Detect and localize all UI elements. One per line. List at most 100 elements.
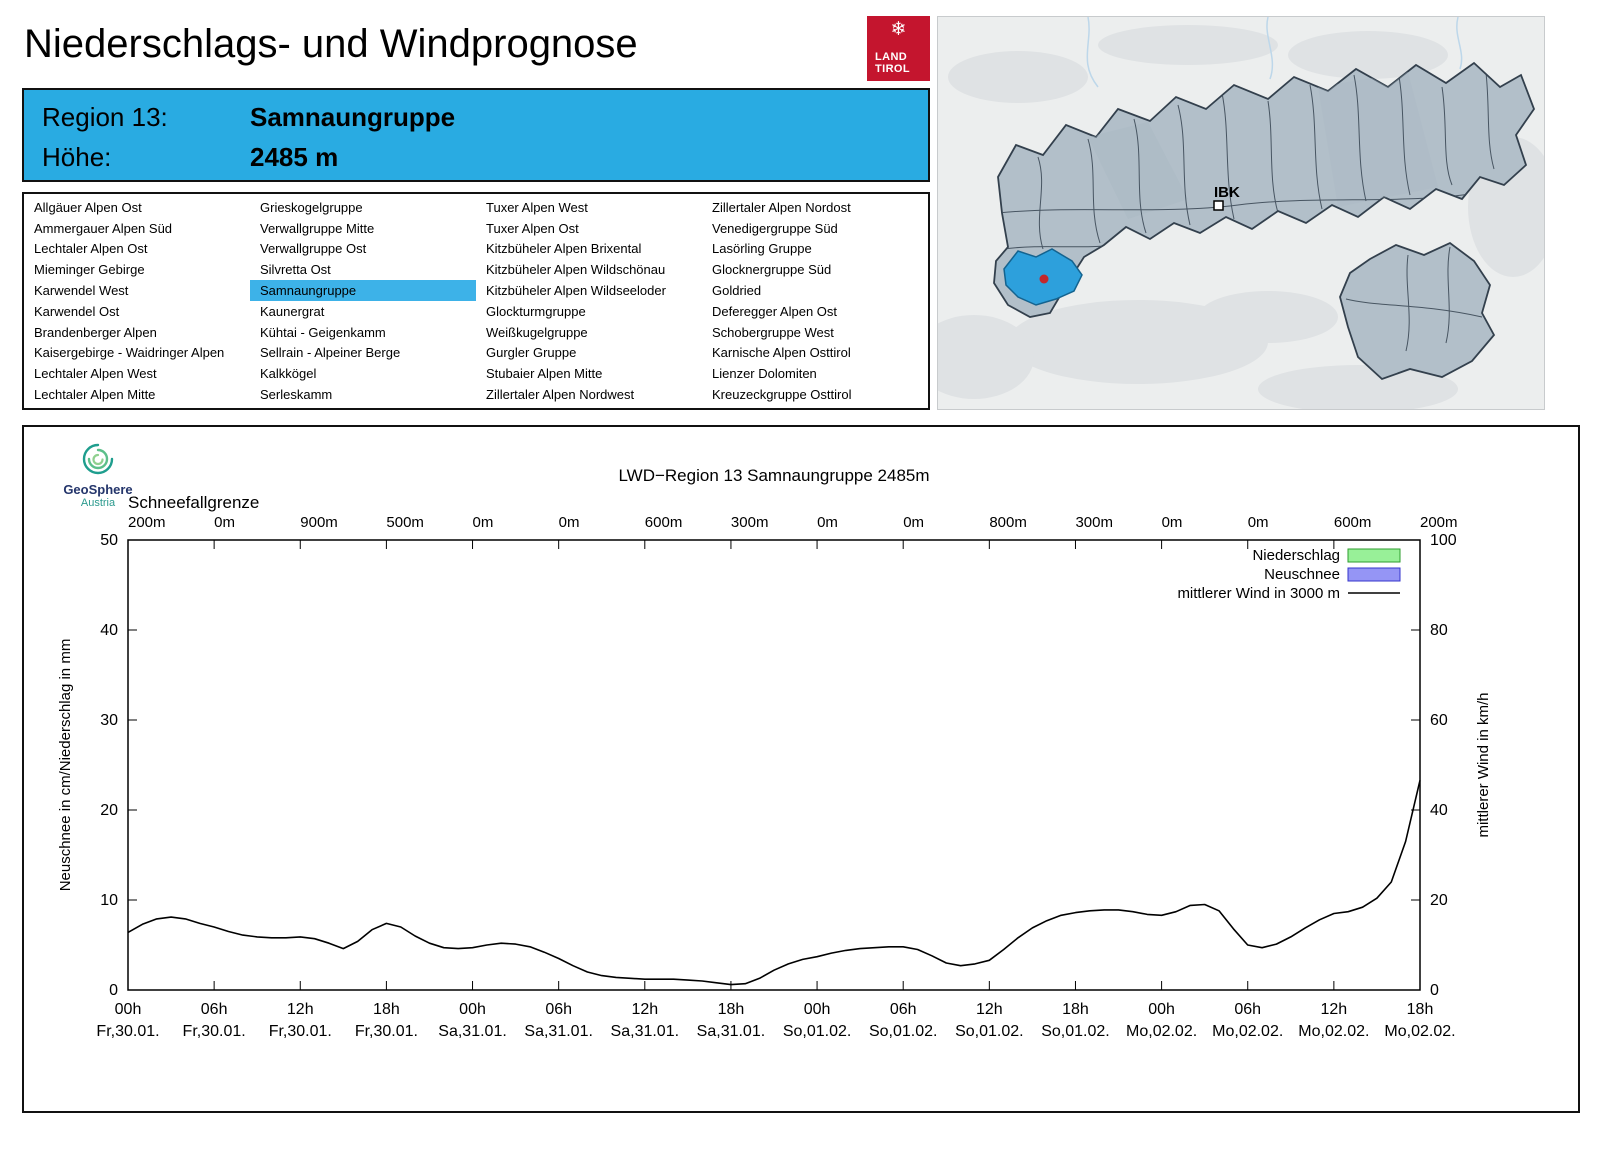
- region-row: Region 13: Samnaungruppe: [42, 102, 455, 133]
- region-list-item[interactable]: Serleskamm: [260, 387, 333, 403]
- map-region-tints: [1088, 72, 1438, 219]
- region-list-item[interactable]: Zillertaler Alpen Nordwest: [486, 387, 635, 403]
- region-list-item[interactable]: Silvretta Ost: [260, 262, 331, 278]
- land-tirol-logo-text: LAND TIROL: [875, 51, 910, 75]
- legend-swatch: [1347, 567, 1401, 582]
- snowline-value: 600m: [1334, 514, 1372, 531]
- region-list-item[interactable]: Lechtaler Alpen West: [34, 366, 157, 382]
- region-list-item[interactable]: Grieskogelgruppe: [260, 199, 363, 215]
- region-list-item[interactable]: Glocknergruppe Süd: [712, 262, 832, 278]
- map-east-tirol: [1339, 241, 1496, 381]
- region-list-item[interactable]: Kaunergrat: [260, 303, 325, 319]
- region-list-item[interactable]: Zillertaler Alpen Nordost: [712, 199, 851, 215]
- region-list-item[interactable]: Kühtai - Geigenkamm: [260, 324, 386, 340]
- x-tick-hour-label: 00h: [459, 1001, 486, 1018]
- region-label: Region 13:: [42, 102, 168, 132]
- region-info-box: Region 13: Samnaungruppe Höhe: 2485 m: [22, 88, 930, 182]
- x-tick-day-label: Mo,02.02.: [1298, 1023, 1369, 1040]
- region-list-item[interactable]: Brandenberger Alpen: [34, 324, 157, 340]
- region-list-item[interactable]: Venedigergruppe Süd: [712, 220, 838, 236]
- region-list-item[interactable]: Weißkugelgruppe: [486, 324, 588, 340]
- snowline-label: Schneefallgrenze: [128, 493, 259, 512]
- x-tick-hour-label: 18h: [373, 1001, 400, 1018]
- region-list-item[interactable]: Schobergruppe West: [712, 324, 834, 340]
- forecast-chart-box: GeoSphere Austria LWD−Region 13 Samnaung…: [22, 425, 1580, 1113]
- page-title: Niederschlags- und Windprognose: [24, 22, 638, 66]
- x-tick-hour-label: 00h: [804, 1001, 831, 1018]
- y-left-tick-label: 50: [100, 532, 118, 549]
- region-list-item[interactable]: Karwendel Ost: [34, 303, 120, 319]
- region-list-item[interactable]: Lasörling Gruppe: [712, 241, 812, 257]
- y-left-axis-title: Neuschnee in cm/Niederschlag in mm: [57, 639, 74, 892]
- x-tick-day-label: Sa,31.01.: [524, 1023, 593, 1040]
- region-list-item[interactable]: Lechtaler Alpen Ost: [34, 241, 148, 257]
- station-dot: [1039, 274, 1049, 284]
- y-right-axis-title: mittlerer Wind in km/h: [1475, 692, 1492, 837]
- region-list-item[interactable]: Verwallgruppe Ost: [260, 241, 367, 257]
- wind-line: [127, 780, 1421, 986]
- x-tick-day-label: Mo,02.02.: [1212, 1023, 1283, 1040]
- snowline-value: 200m: [1420, 514, 1458, 531]
- y-right-tick-label: 0: [1430, 982, 1439, 999]
- logo-line-1: LAND: [875, 51, 908, 63]
- map-rivers: [1086, 16, 1463, 88]
- region-list-item[interactable]: Mieminger Gebirge: [34, 262, 145, 278]
- legend-swatch: [1347, 548, 1401, 563]
- y-right-tick-label: 40: [1430, 802, 1448, 819]
- region-list-item[interactable]: Karnische Alpen Osttirol: [712, 345, 851, 361]
- snowline-value: 800m: [989, 514, 1027, 531]
- y-left-tick-label: 10: [100, 892, 118, 909]
- map-east-borders: [1345, 246, 1483, 352]
- region-list-item[interactable]: Lechtaler Alpen Mitte: [34, 387, 156, 403]
- tirol-map-svg: IBK: [914, 16, 1558, 413]
- region-list-item[interactable]: Samnaungruppe: [250, 280, 476, 301]
- region-list-item[interactable]: Glockturmgruppe: [486, 303, 586, 319]
- region-list-item[interactable]: Kitzbüheler Alpen Wildschönau: [486, 262, 666, 278]
- region-list-item[interactable]: Kalkkögel: [260, 366, 317, 382]
- x-tick-hour-label: 12h: [287, 1001, 314, 1018]
- tirol-map: IBK: [914, 16, 1558, 413]
- y-left-tick-label: 20: [100, 802, 118, 819]
- region-list-item[interactable]: Sellrain - Alpeiner Berge: [260, 345, 401, 361]
- x-tick-day-label: Fr,30.01.: [269, 1023, 332, 1040]
- region-list-item[interactable]: Kreuzeckgruppe Osttirol: [712, 387, 852, 403]
- snowline-value: 500m: [386, 514, 424, 531]
- snowline-value: 300m: [731, 514, 769, 531]
- x-tick-day-label: Mo,02.02.: [1126, 1023, 1197, 1040]
- region-list-item[interactable]: Stubaier Alpen Mitte: [486, 366, 603, 382]
- geosphere-icon: [82, 443, 114, 475]
- region-list-item[interactable]: Karwendel West: [34, 283, 129, 299]
- region-list-item[interactable]: Lienzer Dolomiten: [712, 366, 817, 382]
- x-tick-hour-label: 06h: [890, 1001, 917, 1018]
- region-list-item[interactable]: Ammergauer Alpen Süd: [34, 220, 173, 236]
- ibk-label: IBK: [1214, 184, 1240, 201]
- x-tick-hour-label: 12h: [976, 1001, 1003, 1018]
- snowline-value: 0m: [1162, 514, 1183, 531]
- snowline-value: 300m: [1075, 514, 1113, 531]
- plot-frame: [127, 539, 1421, 991]
- region-list-item[interactable]: Allgäuer Alpen Ost: [34, 199, 142, 215]
- x-tick-hour-label: 18h: [1407, 1001, 1434, 1018]
- x-tick-hour-label: 06h: [545, 1001, 572, 1018]
- legend-label: Neuschnee: [1264, 566, 1340, 583]
- y-right-tick-label: 20: [1430, 892, 1448, 909]
- region-list-item[interactable]: Kitzbüheler Alpen Wildseeloder: [486, 283, 666, 299]
- region-list-item[interactable]: Gurgler Gruppe: [486, 345, 577, 361]
- x-tick-day-label: So,01.02.: [1041, 1023, 1110, 1040]
- region-list-item[interactable]: Kitzbüheler Alpen Brixental: [486, 241, 642, 257]
- x-tick-day-label: So,01.02.: [955, 1023, 1024, 1040]
- legend-label: mittlerer Wind in 3000 m: [1177, 585, 1340, 602]
- region-list-item[interactable]: Kaisergebirge - Waidringer Alpen: [34, 345, 225, 361]
- x-tick-hour-label: 00h: [1148, 1001, 1175, 1018]
- region-list-item[interactable]: Tuxer Alpen West: [486, 199, 588, 215]
- region-list-item[interactable]: Tuxer Alpen Ost: [486, 220, 579, 236]
- snowline-value: 0m: [214, 514, 235, 531]
- logo-line-2: TIROL: [875, 63, 910, 75]
- y-right-tick-label: 100: [1430, 532, 1457, 549]
- snowline-value: 900m: [300, 514, 338, 531]
- snowline-value: 600m: [645, 514, 683, 531]
- region-list-item[interactable]: Deferegger Alpen Ost: [712, 303, 838, 319]
- region-list-item[interactable]: Goldried: [712, 283, 762, 299]
- region-list-item[interactable]: Verwallgruppe Mitte: [260, 220, 375, 236]
- x-tick-day-label: Sa,31.01.: [611, 1023, 680, 1040]
